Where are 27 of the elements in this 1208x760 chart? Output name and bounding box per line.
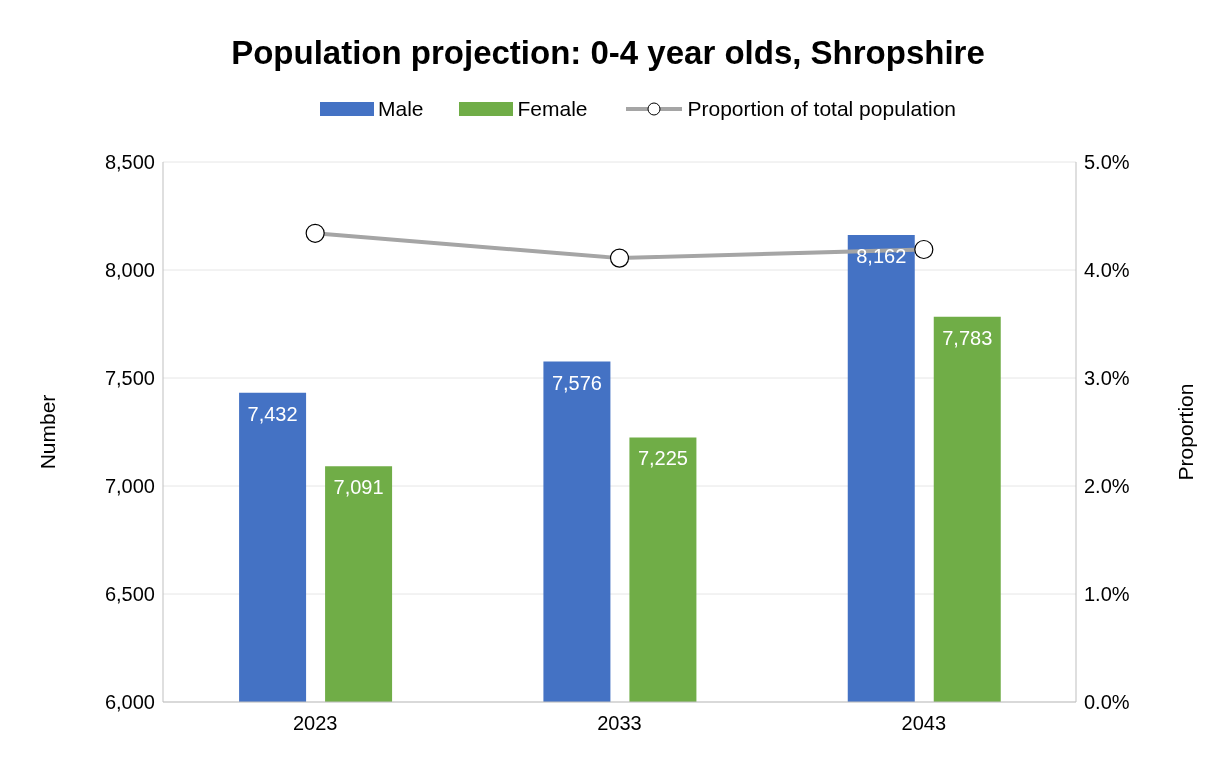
- y-tick-label: 7,000: [104, 475, 155, 498]
- y-tick-label: 8,000: [104, 259, 155, 282]
- data-label: 7,576: [551, 371, 602, 394]
- y2-tick-label: 5.0%: [1084, 151, 1130, 174]
- data-label: 7,432: [247, 402, 298, 425]
- y-axis-title: Number: [36, 394, 60, 470]
- chart-title: Population projection: 0-4 year olds, Shropshire: [230, 33, 986, 73]
- data-label: 7,783: [942, 326, 993, 349]
- y2-tick-label: 1.0%: [1084, 583, 1130, 606]
- legend-label: Male: [377, 97, 424, 121]
- y2-tick-label: 3.0%: [1084, 367, 1130, 390]
- y2-axis-title: Proportion: [1174, 383, 1198, 481]
- y2-tick-label: 4.0%: [1084, 259, 1130, 282]
- x-tick-label: 2033: [597, 712, 642, 735]
- y-tick-label: 7,500: [104, 367, 155, 390]
- y2-tick-label: 2.0%: [1084, 475, 1130, 498]
- x-tick-label: 2023: [292, 712, 338, 735]
- data-label: 7,225: [637, 447, 688, 470]
- legend-label: Female: [517, 97, 588, 121]
- y-tick-label: 6,500: [104, 583, 155, 606]
- x-tick-label: 2043: [901, 712, 947, 735]
- data-label: 7,091: [333, 476, 384, 499]
- y-tick-label: 8,500: [104, 151, 155, 174]
- data-label: 8,162: [856, 245, 907, 268]
- y-tick-label: 6,000: [104, 691, 155, 714]
- legend-label: Proportion of total population: [687, 97, 957, 121]
- y2-tick-label: 0.0%: [1084, 691, 1130, 714]
